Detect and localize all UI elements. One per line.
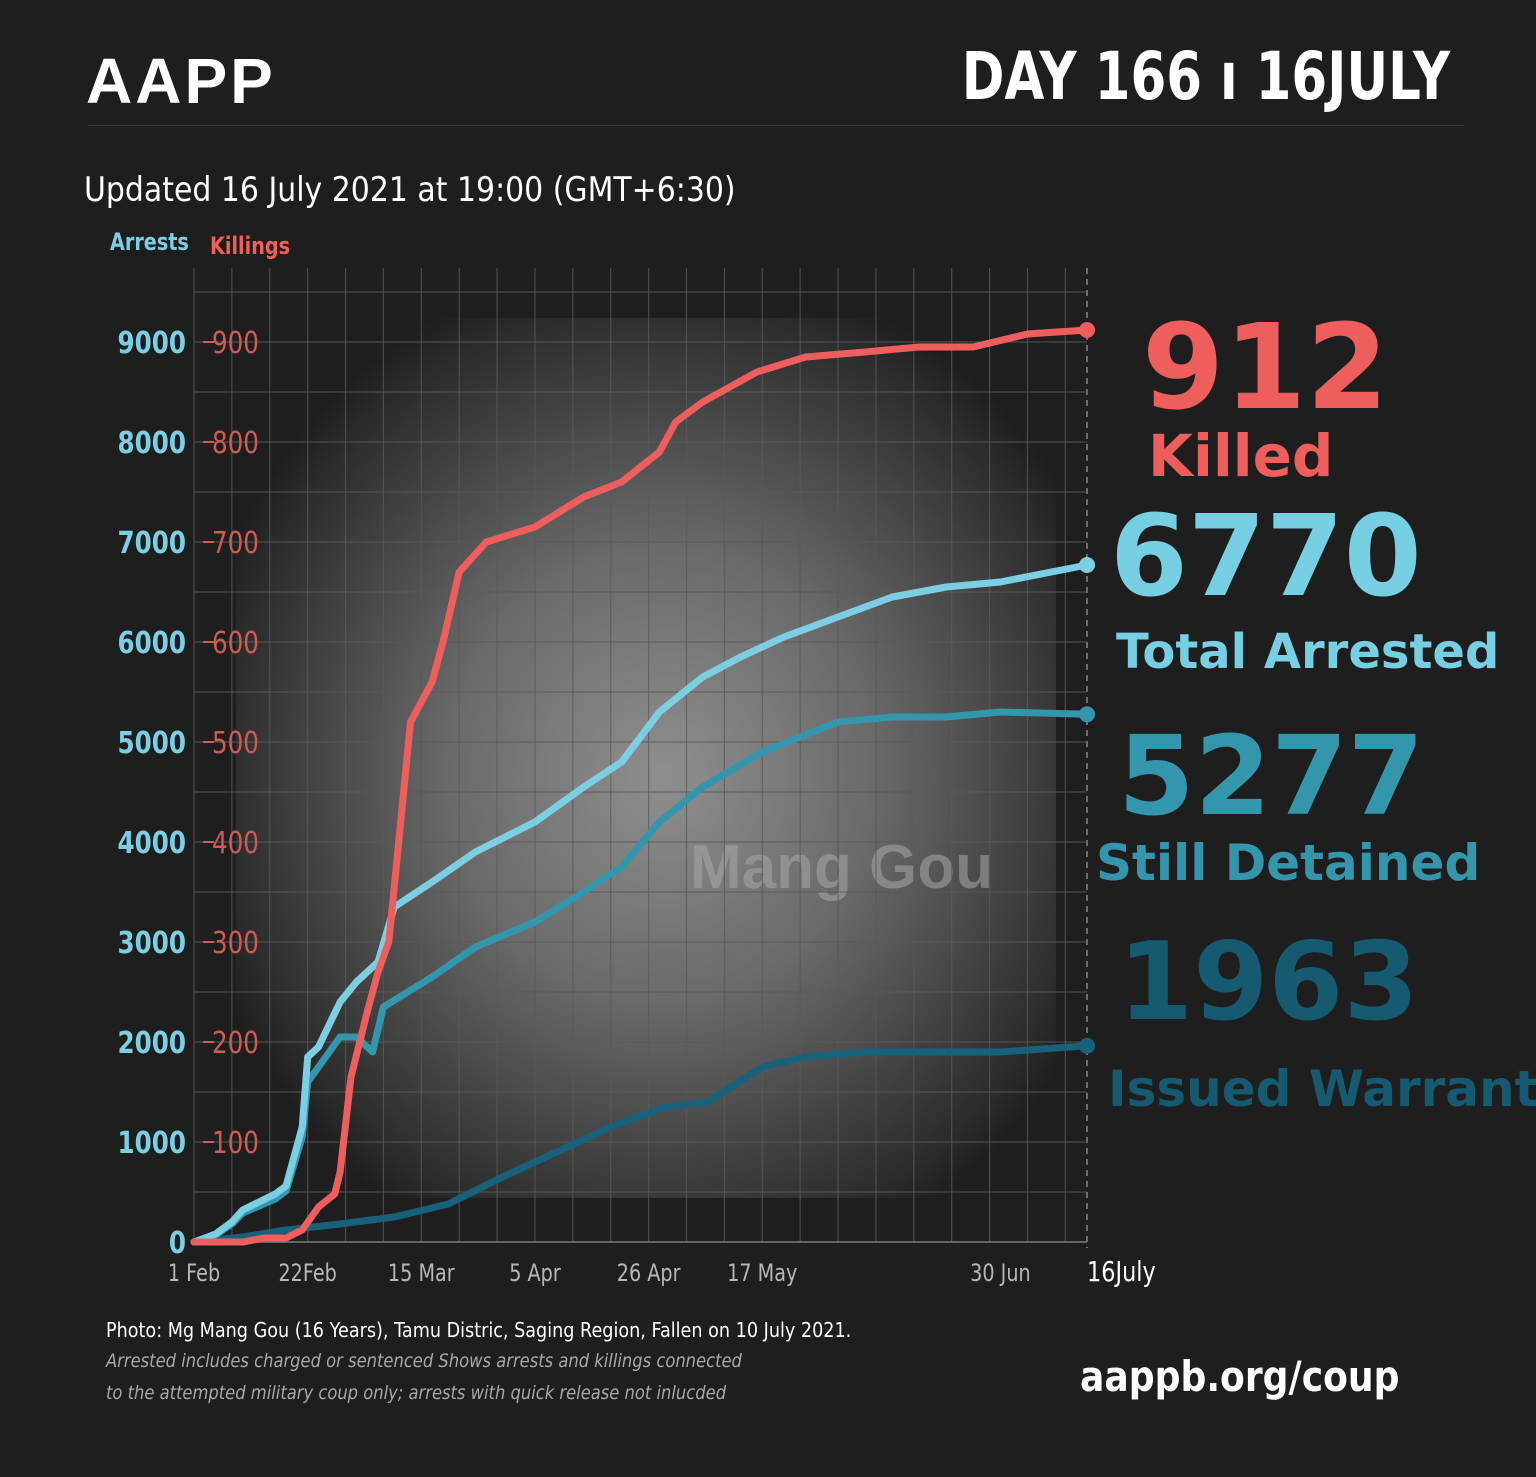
x-tick-label: 16July	[1087, 1254, 1156, 1287]
arrested-label: Total Arrested	[1116, 624, 1500, 680]
series-line-issued-warrant	[190, 1042, 1091, 1246]
x-tick-label: 5 Apr	[509, 1260, 561, 1288]
updated-timestamp: Updated 16 July 2021 at 19:00 (GMT+6:30)	[84, 170, 736, 210]
day-counter: DAY 166 ı 16JULY	[961, 38, 1450, 115]
legend-killings: Killings	[210, 232, 291, 260]
warrant-count: 1963	[1118, 920, 1419, 1045]
series-line-killings	[190, 326, 1091, 1246]
killed-count: 912	[1142, 298, 1389, 436]
photo-watermark: Mang Gou	[690, 833, 994, 902]
x-tick-label: 15 Mar	[388, 1260, 455, 1288]
footnote-line-2: to the attempted military coup only; arr…	[106, 1382, 727, 1404]
series-line-still-detained	[190, 708, 1091, 1246]
footnote-line-1: Arrested includes charged or sentenced S…	[106, 1350, 742, 1372]
series-endpoint-issued-warrant	[1079, 1037, 1095, 1054]
warrant-label: Issued Warrant	[1108, 1060, 1536, 1118]
killed-label: Killed	[1148, 422, 1334, 490]
brand-logo: AAPP	[86, 45, 276, 117]
source-url[interactable]: aappb.org/coup	[1080, 1352, 1400, 1401]
y-left-tick-label: 0	[169, 1227, 186, 1261]
y-left-tick-label: 7000	[118, 527, 186, 561]
y-right-tick-label: 700	[212, 527, 259, 561]
x-tick-label: 1 Feb	[168, 1260, 220, 1288]
legend-arrests: Arrests	[110, 228, 189, 256]
y-left-tick-label: 2000	[118, 1027, 186, 1061]
y-right-tick-label: 300	[212, 927, 259, 961]
chart-axis-labels: 0 1000 2000 3000 4000 5000 6000 7000 8000 9000 100…	[118, 327, 1156, 1288]
x-tick-label: 17 May	[727, 1260, 797, 1288]
series-endpoint-still-detained	[1079, 706, 1095, 723]
series-endpoint-total-arrested	[1079, 557, 1095, 573]
y-left-tick-label: 3000	[118, 927, 186, 961]
header-divider	[88, 125, 1464, 126]
y-right-tick-label: 900	[212, 327, 259, 361]
detained-label: Still Detained	[1096, 834, 1481, 892]
y-right-tick-label: 600	[212, 627, 259, 661]
y-left-tick-label: 1000	[118, 1127, 186, 1161]
y-left-tick-label: 5000	[118, 727, 186, 761]
y-left-tick-label: 6000	[118, 627, 186, 661]
y-right-tick-label: 200	[212, 1027, 259, 1061]
x-tick-label: 26 Apr	[617, 1260, 681, 1288]
y-left-tick-label: 4000	[118, 827, 186, 861]
chart-series	[190, 322, 1095, 1246]
series-line-total-arrested	[190, 561, 1091, 1246]
y-right-tick-label: 500	[212, 727, 259, 761]
y-right-tick-label: 400	[212, 827, 259, 861]
y-right-tick-label: 100	[212, 1127, 259, 1161]
photo-caption: Photo: Mg Mang Gou (16 Years), Tamu Dist…	[106, 1318, 852, 1342]
y-left-tick-label: 9000	[118, 327, 186, 361]
x-tick-label: 30 Jun	[970, 1260, 1031, 1288]
series-endpoint-killings	[1079, 322, 1095, 338]
y-right-tick-label: 800	[212, 427, 259, 461]
chart-grid	[193, 268, 1088, 1248]
detained-count: 5277	[1118, 712, 1425, 840]
y-left-tick-label: 8000	[118, 427, 186, 461]
arrested-count: 6770	[1110, 492, 1422, 622]
x-tick-label: 22Feb	[278, 1260, 336, 1288]
